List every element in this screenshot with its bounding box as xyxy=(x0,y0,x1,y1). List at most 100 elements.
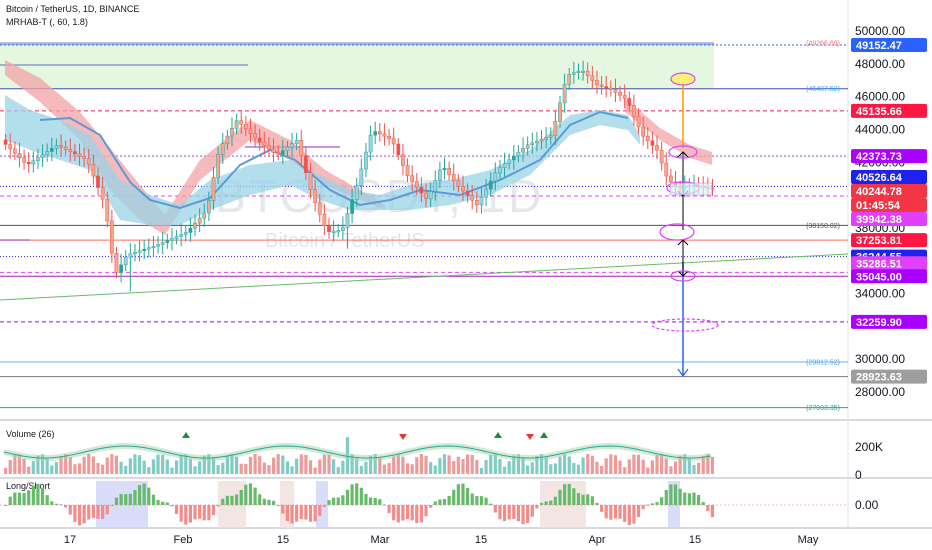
ls-bar xyxy=(161,501,165,505)
candle xyxy=(257,137,262,143)
candle xyxy=(280,150,285,155)
candle xyxy=(636,115,641,128)
volume-bar xyxy=(539,454,544,474)
candle xyxy=(234,120,239,129)
candle xyxy=(572,72,576,75)
volume-bar xyxy=(248,456,253,474)
ema-line xyxy=(39,110,629,210)
ls-bar xyxy=(281,505,285,514)
ls-bar xyxy=(636,505,641,518)
candle xyxy=(49,148,54,152)
candle xyxy=(197,217,202,224)
volume-bar xyxy=(54,462,59,474)
volume-bar xyxy=(599,465,604,474)
candle xyxy=(63,146,68,150)
volume-bar xyxy=(235,456,239,474)
ls-bar xyxy=(202,505,206,521)
resistance-zone xyxy=(0,43,714,89)
time-tick: Apr xyxy=(588,534,605,546)
candle xyxy=(151,245,156,248)
candle xyxy=(12,148,17,154)
candle xyxy=(45,151,50,155)
volume-bar xyxy=(258,456,262,474)
price-badge-label: 39942.38 xyxy=(856,214,902,226)
ls-bar xyxy=(470,493,474,505)
volume-bar xyxy=(641,459,645,474)
volume-tick: 200K xyxy=(855,440,883,454)
volume-bar xyxy=(669,466,673,474)
ls-bar xyxy=(230,495,234,505)
volume-bar xyxy=(636,454,641,474)
price-badge xyxy=(851,198,927,213)
volume-bar xyxy=(193,466,197,474)
volume-bar xyxy=(419,454,423,474)
price-badge-label: 37253.81 xyxy=(856,235,902,247)
candle xyxy=(170,238,174,241)
volume-bar xyxy=(604,458,608,474)
candle xyxy=(243,123,248,130)
candle xyxy=(428,191,433,200)
candle xyxy=(604,86,609,89)
volume-bar xyxy=(290,466,294,474)
candle xyxy=(294,139,299,144)
volume-bar xyxy=(456,456,460,474)
ls-bar xyxy=(17,492,22,505)
ls-bar xyxy=(526,505,530,524)
candle xyxy=(405,165,410,176)
candle xyxy=(456,180,461,187)
ls-bar xyxy=(706,505,710,512)
candle xyxy=(488,180,493,190)
ls-bar xyxy=(535,505,539,509)
volume-bar xyxy=(683,454,687,474)
ls-bar xyxy=(410,505,414,521)
time-tick: 17 xyxy=(64,534,76,546)
ls-bar xyxy=(36,483,40,505)
volume-bar xyxy=(318,459,322,474)
ls-bar xyxy=(572,488,576,505)
volume-bar xyxy=(271,457,276,474)
candle xyxy=(31,160,36,165)
candle xyxy=(474,199,479,206)
ls-bar xyxy=(581,494,585,505)
volume-bar xyxy=(281,455,285,474)
candle xyxy=(317,202,322,215)
candle xyxy=(544,137,548,140)
volume-bar xyxy=(650,460,654,474)
ls-bar xyxy=(4,505,8,506)
candle xyxy=(276,152,281,155)
ls-bar xyxy=(549,500,553,505)
volume-bar xyxy=(535,455,539,474)
candle xyxy=(613,89,618,93)
ls-panel-label: Long/Short xyxy=(6,481,51,491)
ls-bar xyxy=(142,483,146,505)
volume-bar xyxy=(664,458,668,474)
ls-bar xyxy=(669,484,673,505)
candle xyxy=(525,144,530,149)
candle xyxy=(202,212,207,219)
candle xyxy=(128,253,133,258)
volume-bar xyxy=(267,465,271,474)
volume-bar xyxy=(489,454,493,474)
ls-bar xyxy=(558,489,562,505)
candle xyxy=(304,155,308,173)
volume-bar xyxy=(618,460,622,474)
ls-bar xyxy=(392,505,396,521)
volume-bar xyxy=(526,465,530,474)
candle xyxy=(424,192,428,200)
ls-bar xyxy=(105,505,109,515)
volume-bar xyxy=(378,457,382,474)
level-note: (29812.52) xyxy=(806,360,840,367)
ls-bar xyxy=(664,489,668,505)
price-badge xyxy=(851,369,927,384)
volume-bar xyxy=(452,461,456,474)
ls-bar xyxy=(216,505,220,507)
volume-bar xyxy=(516,454,521,474)
volume-bar xyxy=(77,463,82,474)
ls-bar xyxy=(156,500,160,505)
ls-bar xyxy=(613,505,618,519)
ls-bar xyxy=(133,490,137,505)
ls-bar xyxy=(22,492,26,505)
ls-bar xyxy=(489,503,493,505)
candle xyxy=(110,220,114,254)
volume-bar xyxy=(530,462,534,474)
